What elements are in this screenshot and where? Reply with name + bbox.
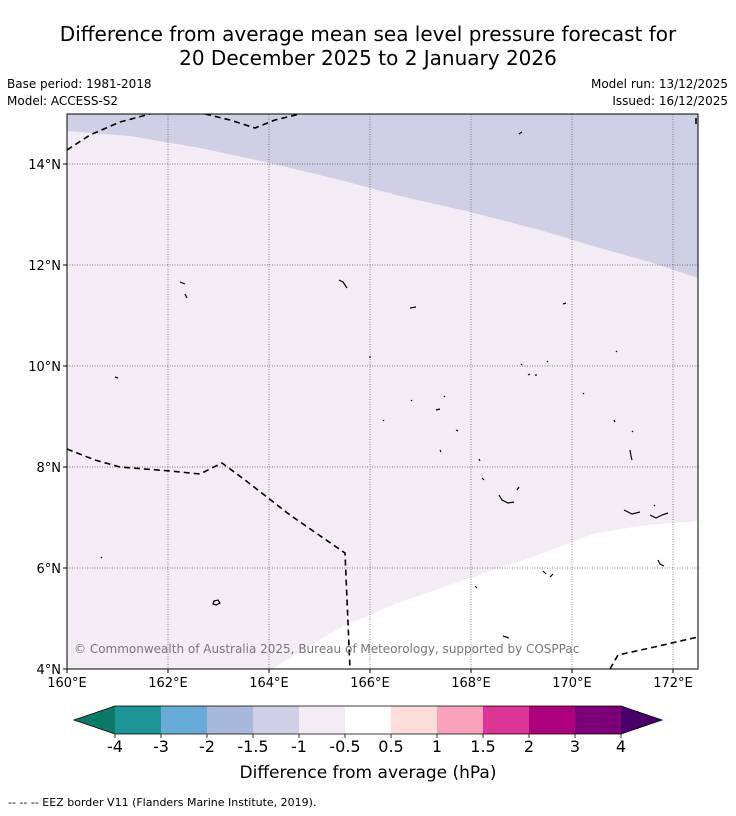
lon-label: 162°E <box>148 676 188 691</box>
colorbar-swatch <box>299 706 345 734</box>
lon-label: 164°E <box>249 676 289 691</box>
lat-label: 8°N <box>37 461 62 476</box>
model-name: Model: ACCESS-S2 <box>7 94 119 108</box>
colorbar-swatch <box>161 706 207 734</box>
colorbar-tick: -1 <box>291 737 307 756</box>
latitude-labels: 14°N 12°N 10°N 8°N 6°N 4°N <box>28 158 61 678</box>
lon-label: 168°E <box>451 676 491 691</box>
colorbar-tick: -4 <box>107 737 123 756</box>
title-line-2: 20 December 2025 to 2 January 2026 <box>179 46 557 70</box>
lon-label: 170°E <box>552 676 592 691</box>
map-panel: © Commonwealth of Australia 2025, Bureau… <box>67 114 698 669</box>
longitude-labels: 160°E 162°E 164°E 166°E 168°E 170°E 172°… <box>47 676 693 691</box>
lon-label: 160°E <box>47 676 87 691</box>
colorbar-tick: 2 <box>524 737 534 756</box>
colorbar-arrow-low <box>74 706 115 734</box>
eez-borders <box>67 114 698 669</box>
lat-label: 6°N <box>37 562 62 577</box>
colorbar-tick: 3 <box>570 737 580 756</box>
colorbar-swatch <box>253 706 299 734</box>
copyright-notice: © Commonwealth of Australia 2025, Bureau… <box>74 642 579 656</box>
lon-label: 166°E <box>350 676 390 691</box>
islands <box>100 131 669 639</box>
map-frame <box>66 113 699 670</box>
base-period: Base period: 1981-2018 <box>7 77 152 91</box>
model-run: Model run: 13/12/2025 <box>590 77 728 91</box>
colorbar-tick: 1 <box>432 737 442 756</box>
eez-footnote: -- -- -- EEZ border V11 (Flanders Marine… <box>8 796 317 809</box>
colorbar: -4 -3 -2 -1.5 -1 -0.5 0.5 1 1.5 2 3 4 Di… <box>72 705 664 783</box>
colorbar-tick: -0.5 <box>329 737 360 756</box>
colorbar-title: Difference from average (hPa) <box>240 763 497 783</box>
colorbar-swatch <box>345 706 391 734</box>
colorbar-swatch <box>391 706 437 734</box>
anomaly-band-minus-0.5 <box>67 114 698 669</box>
colorbar-tick: -1.5 <box>237 737 268 756</box>
colorbar-swatch <box>483 706 529 734</box>
colorbar-swatch <box>575 706 621 734</box>
lat-label: 14°N <box>28 158 61 173</box>
colorbar-tick: 4 <box>616 737 626 756</box>
colorbar-tick: 0.5 <box>378 737 403 756</box>
lat-label: 10°N <box>28 360 61 375</box>
map-figure: © Commonwealth of Australia 2025, Bureau… <box>28 113 699 783</box>
title-line-1: Difference from average mean sea level p… <box>59 22 677 46</box>
colorbar-swatch <box>529 706 575 734</box>
colorbar-swatch <box>437 706 483 734</box>
colorbar-arrow-high <box>621 706 662 734</box>
colorbar-tick: 1.5 <box>470 737 495 756</box>
colorbar-tick: -3 <box>153 737 169 756</box>
lat-label: 4°N <box>37 663 62 678</box>
colorbar-swatch <box>207 706 253 734</box>
issued-date: Issued: 16/12/2025 <box>612 94 728 108</box>
axis-ticks <box>63 163 674 673</box>
colorbar-swatch <box>115 706 161 734</box>
anomaly-band-minus-1 <box>67 114 698 278</box>
lon-label: 172°E <box>653 676 693 691</box>
gridlines <box>67 114 698 669</box>
lat-label: 12°N <box>28 259 61 274</box>
colorbar-tick: -2 <box>199 737 215 756</box>
